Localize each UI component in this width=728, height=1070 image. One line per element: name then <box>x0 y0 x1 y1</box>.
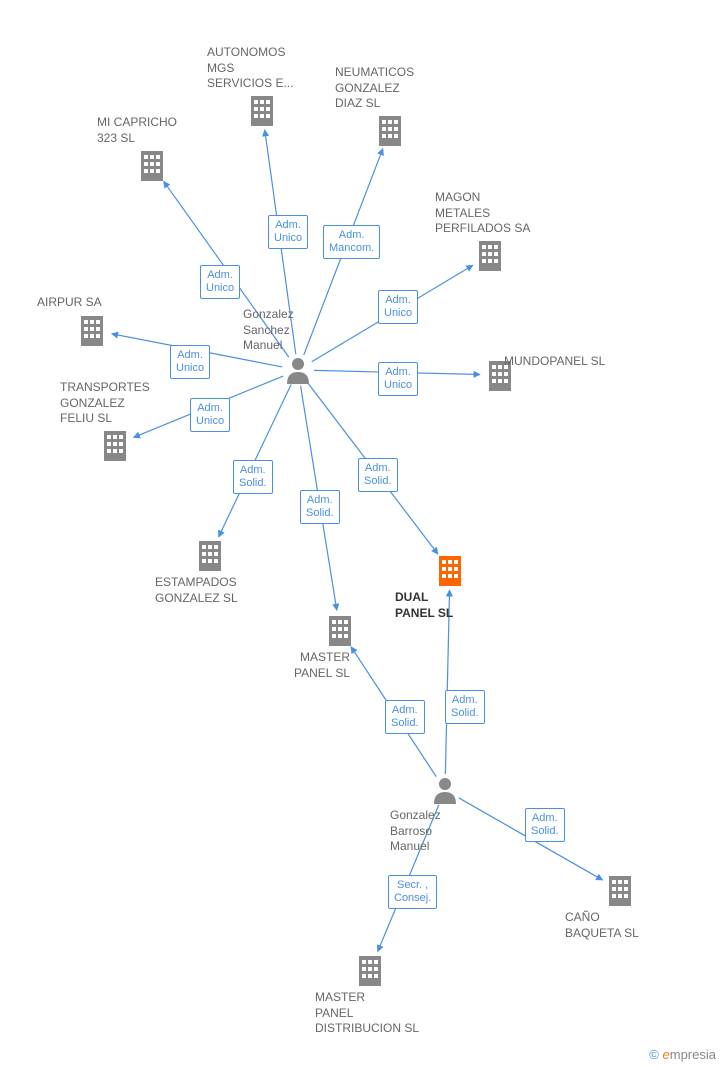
building-icon <box>356 954 384 986</box>
node-label-neumaticos: NEUMATICOS GONZALEZ DIAZ SL <box>335 65 445 112</box>
node-masterdistrib <box>356 954 384 989</box>
node-cano <box>606 874 634 909</box>
node-estampados <box>196 539 224 574</box>
brand-rest: mpresia <box>670 1047 716 1062</box>
node-label-magon: MAGON METALES PERFILADOS SA <box>435 190 545 237</box>
node-label-autonomos: AUTONOMOS MGS SERVICIOS E... <box>207 45 317 92</box>
node-gsanchez <box>285 356 311 387</box>
node-label-masterdistrib: MASTER PANEL DISTRIBUCION SL <box>315 990 425 1037</box>
edge-label-gsanchez-micapricho: Adm. Unico <box>200 265 240 299</box>
person-icon <box>432 776 458 804</box>
building-icon <box>376 114 404 146</box>
building-icon <box>248 94 276 126</box>
node-dualpanel <box>436 554 464 589</box>
edge-label-gsanchez-transportes: Adm. Unico <box>190 398 230 432</box>
edge-label-gsanchez-mundopanel: Adm. Unico <box>378 362 418 396</box>
building-icon <box>606 874 634 906</box>
node-gbarroso <box>432 776 458 807</box>
node-neumaticos <box>376 114 404 149</box>
node-label-cano: CAÑO BAQUETA SL <box>565 910 675 941</box>
edge-label-gbarroso-masterpanel: Adm. Solid. <box>385 700 425 734</box>
node-autonomos <box>248 94 276 129</box>
edge-label-gsanchez-masterpanel: Adm. Solid. <box>300 490 340 524</box>
edge-label-gsanchez-airpur: Adm. Unico <box>170 345 210 379</box>
node-label-transportes: TRANSPORTES GONZALEZ FELIU SL <box>60 380 170 427</box>
node-label-gsanchez: Gonzalez Sanchez Manuel <box>243 307 353 354</box>
edge-label-gsanchez-magon: Adm. Unico <box>378 290 418 324</box>
node-magon <box>476 239 504 274</box>
edge-label-gsanchez-dualpanel: Adm. Solid. <box>358 458 398 492</box>
node-label-mundopanel: MUNDOPANEL SL <box>504 354 614 370</box>
building-icon <box>101 429 129 461</box>
node-label-micapricho: MI CAPRICHO 323 SL <box>97 115 207 146</box>
edge-label-gsanchez-neumaticos: Adm. Mancom. <box>323 225 380 259</box>
node-airpur <box>78 314 106 349</box>
building-icon <box>326 614 354 646</box>
building-icon <box>476 239 504 271</box>
node-micapricho <box>138 149 166 184</box>
building-icon <box>78 314 106 346</box>
node-label-estampados: ESTAMPADOS GONZALEZ SL <box>155 575 265 606</box>
brand-e: e <box>663 1047 670 1062</box>
building-icon <box>196 539 224 571</box>
copyright-symbol: © <box>649 1047 659 1062</box>
node-label-airpur: AIRPUR SA <box>37 295 147 311</box>
edge-label-gsanchez-estampados: Adm. Solid. <box>233 460 273 494</box>
person-icon <box>285 356 311 384</box>
edge-label-gbarroso-cano: Adm. Solid. <box>525 808 565 842</box>
edge-label-gbarroso-masterdistrib: Secr. , Consej. <box>388 875 437 909</box>
node-label-gbarroso: Gonzalez Barroso Manuel <box>390 808 500 855</box>
edge-label-gbarroso-dualpanel: Adm. Solid. <box>445 690 485 724</box>
node-label-dualpanel: DUAL PANEL SL <box>395 590 505 621</box>
footer: © empresia <box>649 1047 716 1062</box>
node-transportes <box>101 429 129 464</box>
node-masterpanel <box>326 614 354 649</box>
building-icon <box>436 554 464 586</box>
node-label-masterpanel: MASTER PANEL SL <box>240 650 350 681</box>
edge-label-gsanchez-autonomos: Adm. Unico <box>268 215 308 249</box>
building-icon <box>138 149 166 181</box>
